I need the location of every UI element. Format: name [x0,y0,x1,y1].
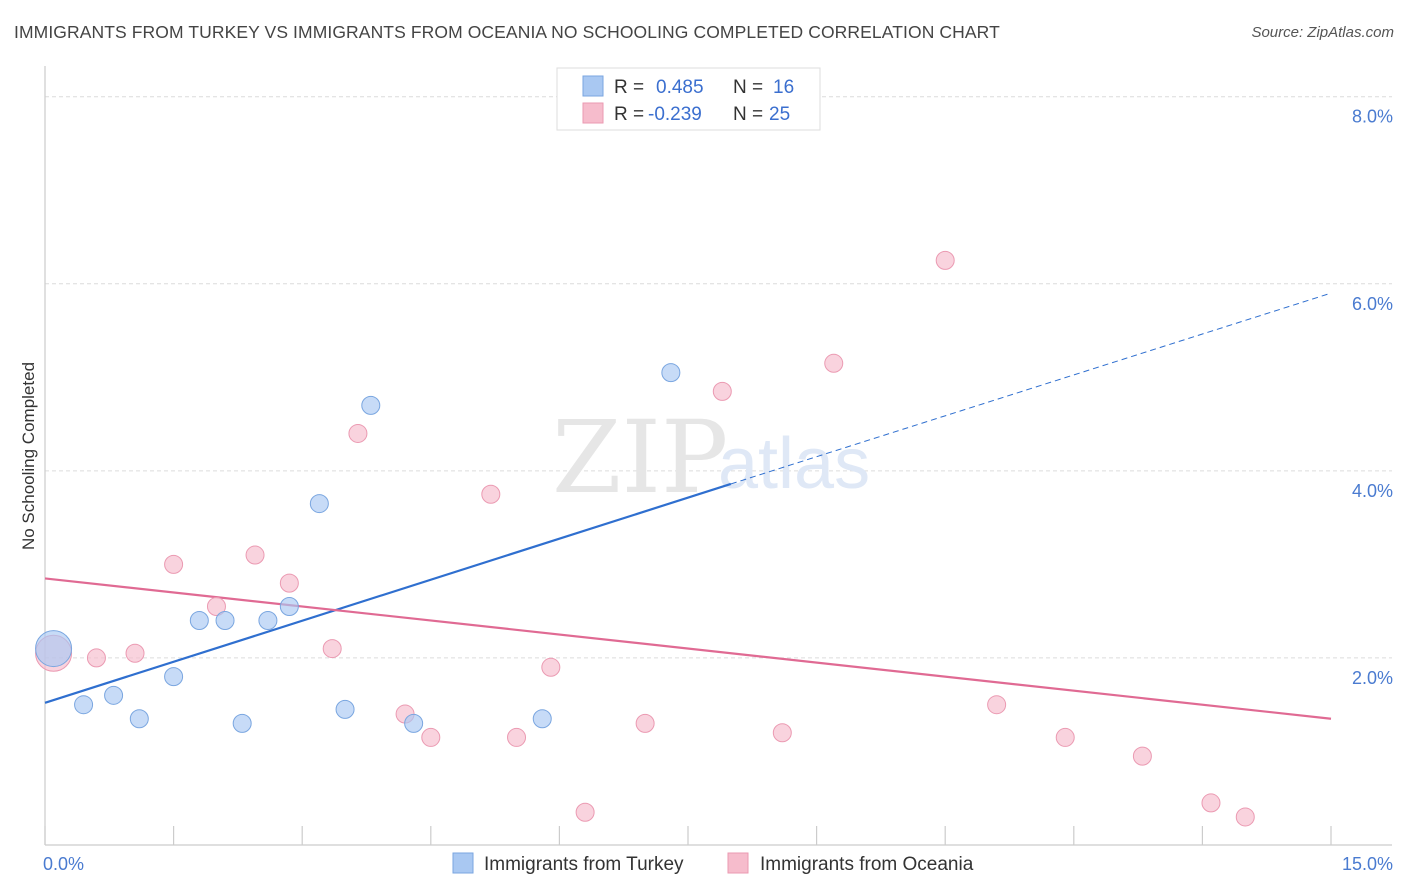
watermark-atlas: atlas [718,424,870,504]
grid-lines [45,96,1392,659]
legend-n-value: 25 [769,104,790,125]
data-point [824,353,844,373]
trend-line-1 [44,577,1332,720]
data-point [129,709,149,729]
data-point [104,685,124,705]
legend-r-label: R = [614,104,644,125]
data-point [361,395,381,415]
legend-swatch-oceania [582,102,604,124]
data-point [35,630,73,668]
data-point [348,423,368,443]
bottom-legend-swatch-oceania [727,852,749,874]
data-point [125,643,145,663]
chart-title: IMMIGRANTS FROM TURKEY VS IMMIGRANTS FRO… [14,22,1000,42]
data-point [532,709,552,729]
bottom-legend-swatch-turkey [452,852,474,874]
data-point [322,639,342,659]
source-label: Source: ZipAtlas.com [1251,24,1394,41]
data-point [635,713,655,733]
data-point [86,648,106,668]
data-point [189,611,209,631]
axes [44,66,1392,846]
y-tick-label: 8.0% [1352,107,1393,127]
bottom-legend-label-oceania: Immigrants from Oceania [760,854,974,875]
y-tick-label: 4.0% [1352,481,1393,501]
data-point [245,545,265,565]
data-point [258,611,278,631]
legend-r-value: -0.239 [648,104,702,125]
data-point [279,573,299,593]
y-tick-labels: 2.0% 4.0% 6.0% 8.0% [1352,107,1393,688]
data-point [712,381,732,401]
data-point [74,695,94,715]
data-point [772,723,792,743]
data-point [309,494,329,514]
watermark: ZIP atlas [552,399,870,516]
y-tick-label: 6.0% [1352,294,1393,314]
data-point [575,802,595,822]
legend-r-label: R = [614,77,644,98]
data-point [215,611,235,631]
data-point [404,713,424,733]
legend-swatch-turkey [582,75,604,97]
data-point [206,596,226,616]
data-point [481,484,501,504]
trend-line-0 [44,482,732,704]
data-point [335,699,355,719]
y-axis-label: No Schooling Completed [19,362,38,550]
trend-lines [44,292,1332,720]
data-point [164,554,184,574]
data-point [1235,807,1255,827]
watermark-zip: ZIP [552,399,728,516]
trend-line-extension-0 [730,292,1332,485]
bottom-legend: Immigrants from Turkey Immigrants from O… [452,852,974,875]
y-tick-label: 2.0% [1352,668,1393,688]
data-point [987,695,1007,715]
x-tick-label: 0.0% [43,854,84,874]
legend-r-value: 0.485 [656,77,704,98]
x-tick-label: 15.0% [1342,854,1393,874]
bottom-legend-label-turkey: Immigrants from Turkey [484,854,684,875]
data-points [35,250,1255,827]
x-tick-labels: 0.0% 15.0% [43,854,1393,874]
legend-n-label: N = [733,77,763,98]
legend: R = 0.485 N = 16 R = -0.239 N = 25 [556,67,821,131]
data-point [232,713,252,733]
data-point [1201,793,1221,813]
data-point [279,596,299,616]
legend-n-label: N = [733,104,763,125]
data-point [661,363,681,383]
data-point [1055,727,1075,747]
data-point [935,250,955,270]
data-point [1132,746,1152,766]
data-point [507,727,527,747]
data-point [164,667,184,687]
legend-n-value: 16 [773,77,794,98]
data-point [421,727,441,747]
data-point [541,657,561,677]
